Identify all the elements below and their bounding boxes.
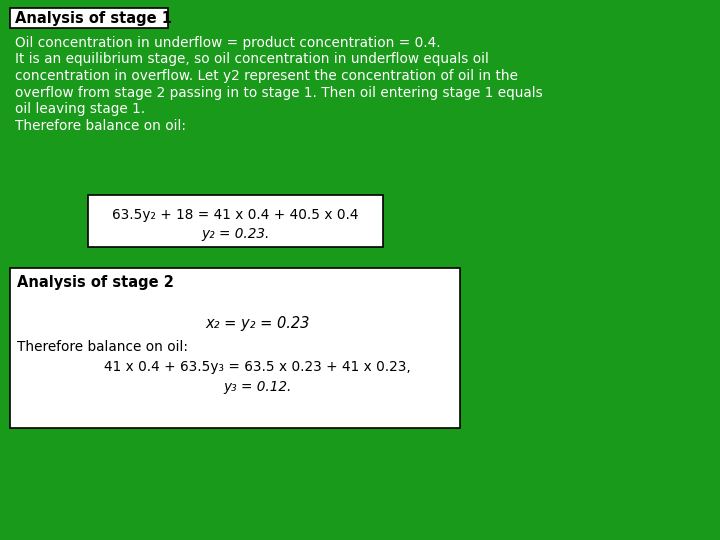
FancyBboxPatch shape — [88, 195, 383, 247]
Text: overflow from stage 2 passing in to stage 1. Then oil entering stage 1 equals: overflow from stage 2 passing in to stag… — [15, 85, 543, 99]
Text: oil leaving stage 1.: oil leaving stage 1. — [15, 102, 145, 116]
FancyBboxPatch shape — [10, 8, 168, 28]
Text: It is an equilibrium stage, so oil concentration in underflow equals oil: It is an equilibrium stage, so oil conce… — [15, 52, 489, 66]
Text: Therefore balance on oil:: Therefore balance on oil: — [15, 118, 186, 132]
Text: 41 x 0.4 + 63.5y₃ = 63.5 x 0.23 + 41 x 0.23,: 41 x 0.4 + 63.5y₃ = 63.5 x 0.23 + 41 x 0… — [104, 360, 411, 374]
FancyBboxPatch shape — [10, 268, 460, 428]
Text: Analysis of stage 1: Analysis of stage 1 — [15, 10, 172, 25]
Text: Analysis of stage 2: Analysis of stage 2 — [17, 275, 174, 290]
Text: concentration in overflow. Let y2 represent the concentration of oil in the: concentration in overflow. Let y2 repres… — [15, 69, 518, 83]
Text: y₃ = 0.12.: y₃ = 0.12. — [223, 380, 292, 394]
Text: Oil concentration in underflow = product concentration = 0.4.: Oil concentration in underflow = product… — [15, 36, 441, 50]
Text: Therefore balance on oil:: Therefore balance on oil: — [17, 340, 188, 354]
Text: 63.5y₂ + 18 = 41 x 0.4 + 40.5 x 0.4: 63.5y₂ + 18 = 41 x 0.4 + 40.5 x 0.4 — [112, 208, 359, 222]
Text: y₂ = 0.23.: y₂ = 0.23. — [202, 227, 270, 241]
Text: x₂ = y₂ = 0.23: x₂ = y₂ = 0.23 — [205, 316, 310, 331]
